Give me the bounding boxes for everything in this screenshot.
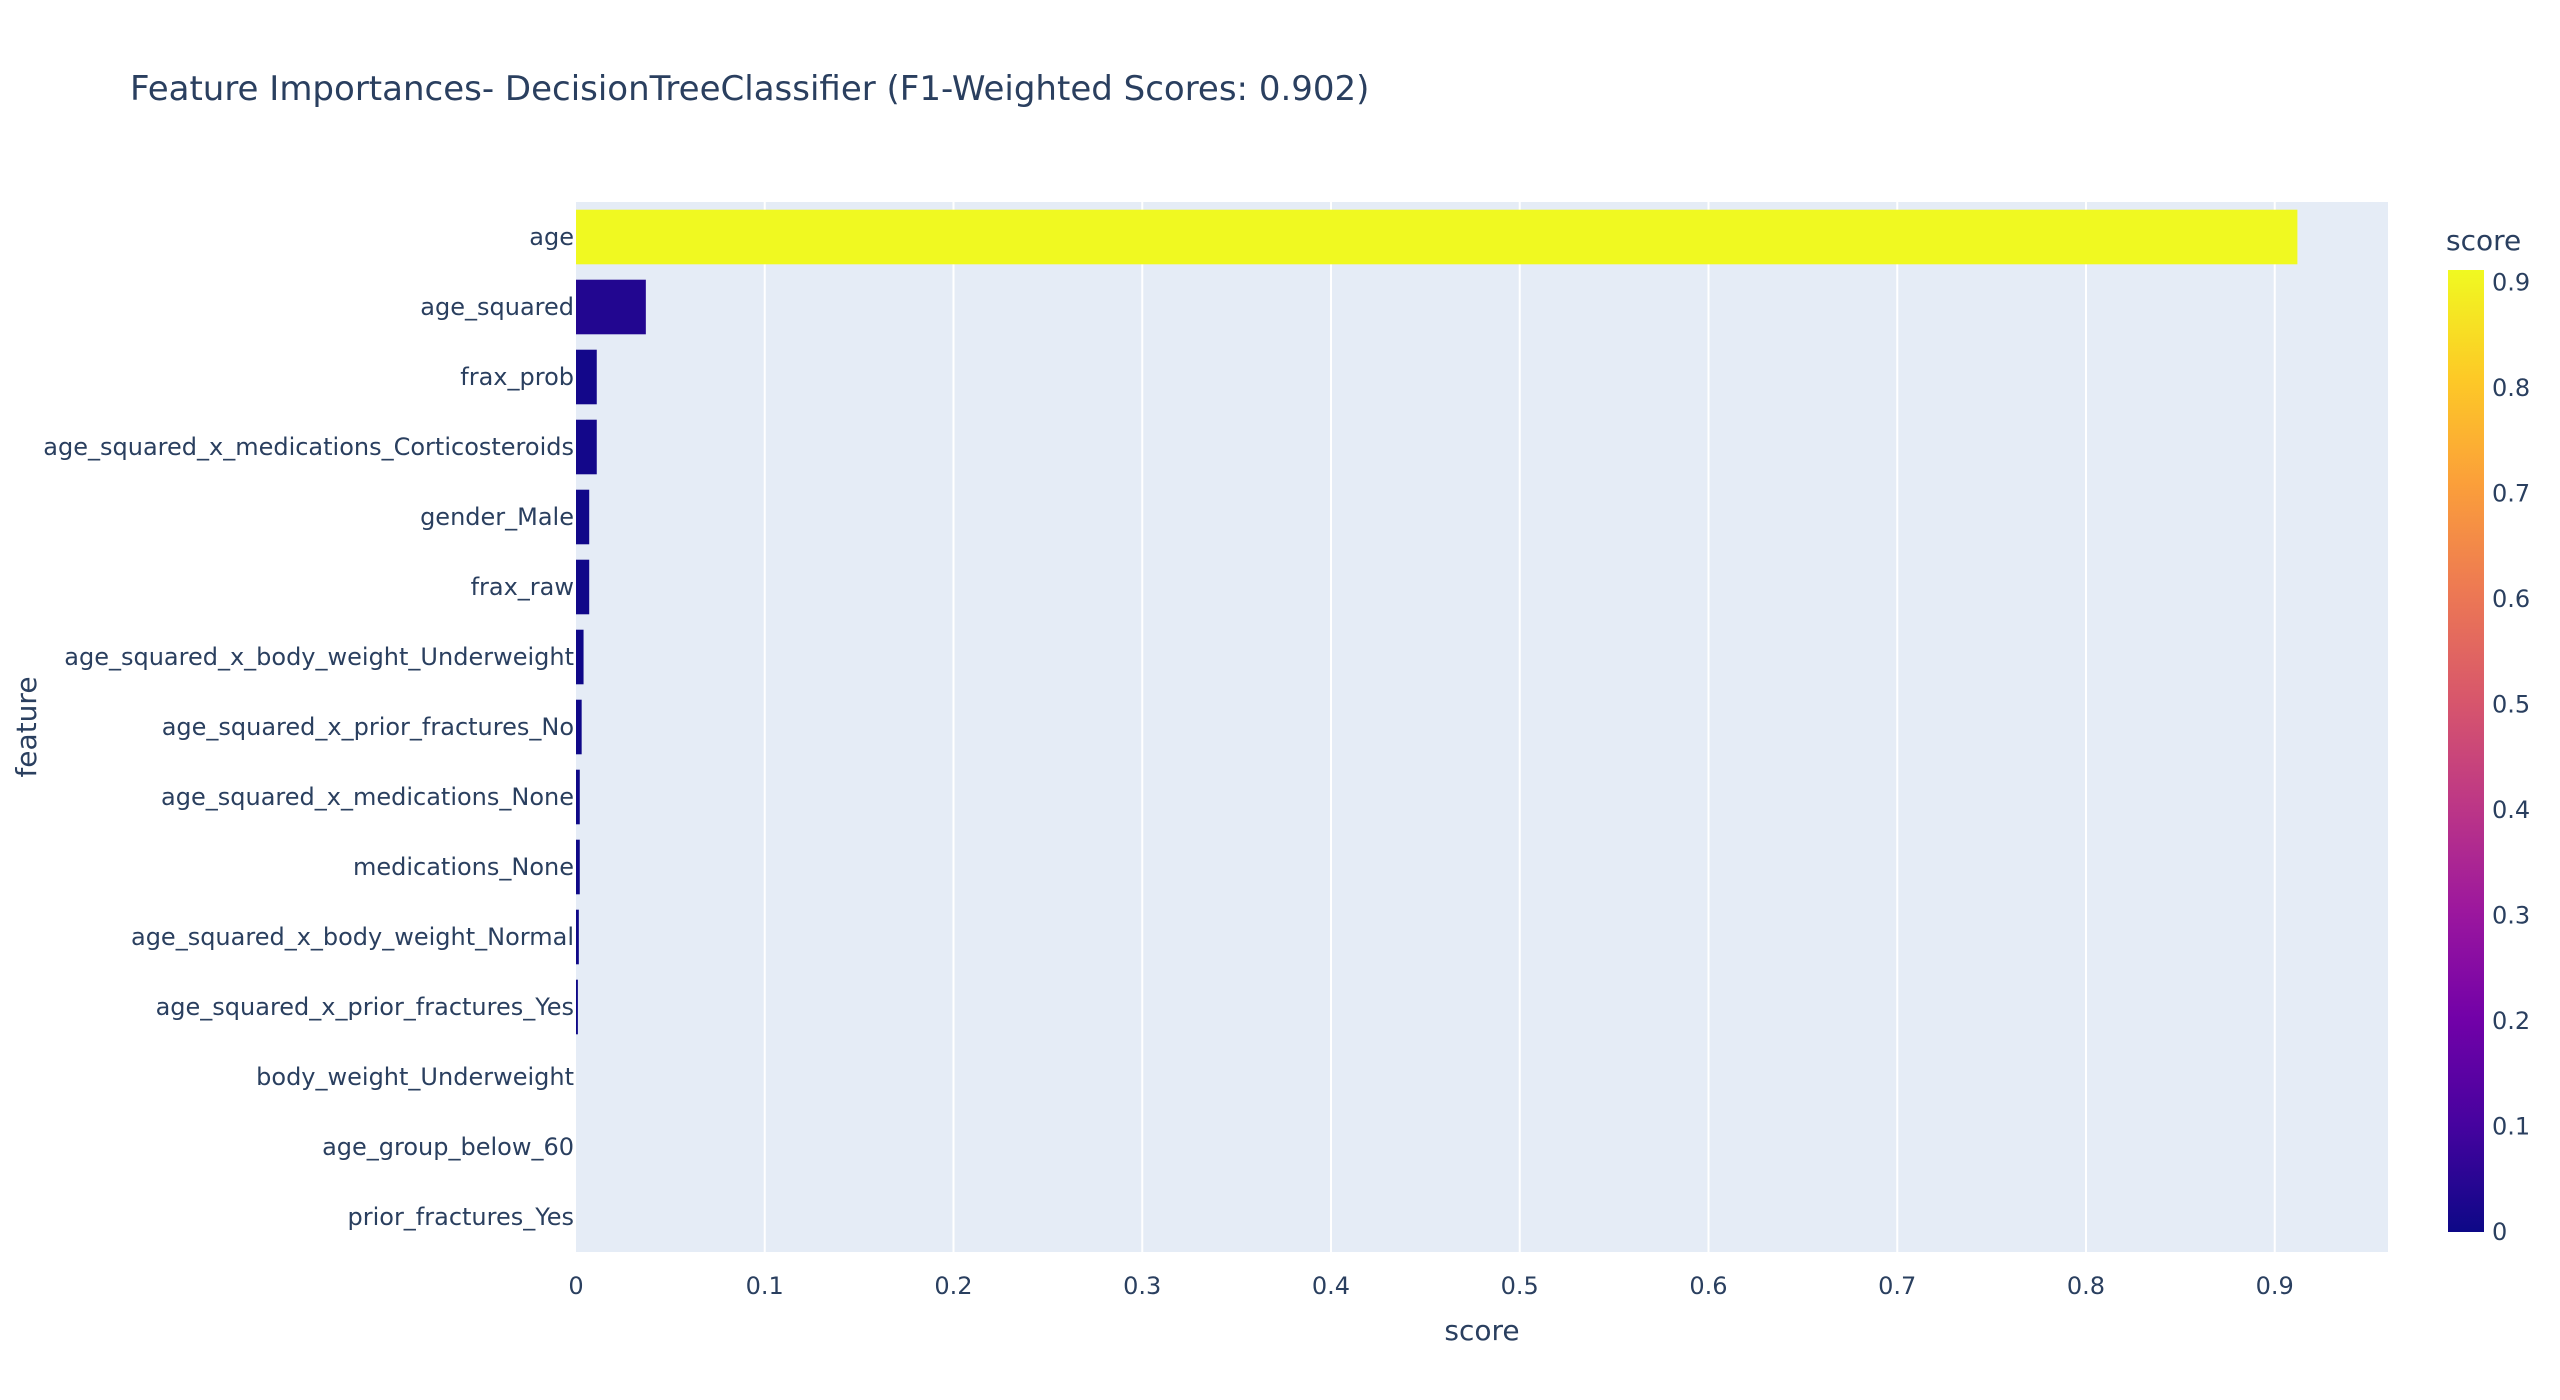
y-tick-label: body_weight_Underweight: [256, 1063, 574, 1091]
colorbar-tick-label: 0.9: [2492, 269, 2530, 297]
bar: [576, 909, 579, 965]
y-tick-label: gender_Male: [420, 503, 574, 531]
x-tick-label: 0.7: [1878, 1272, 1916, 1300]
colorbar-tick-labels: 0 0.1 0.2 0.3 0.4 0.5 0.6 0.7 0.8 0.9: [2492, 269, 2530, 1246]
bar: [576, 279, 646, 335]
bar: [576, 209, 2298, 265]
y-tick-label: age: [529, 223, 574, 251]
colorbar-tick-label: 0.1: [2492, 1113, 2530, 1141]
colorbar-tick-label: 0.8: [2492, 374, 2530, 402]
x-tick-label: 0.2: [934, 1272, 972, 1300]
x-tick-label: 0.4: [1312, 1272, 1350, 1300]
bar: [576, 349, 597, 405]
bar: [576, 699, 582, 755]
x-tick-label: 0.1: [746, 1272, 784, 1300]
x-tick-label: 0.5: [1501, 1272, 1539, 1300]
y-tick-label: age_squared_x_prior_fractures_No: [162, 713, 574, 741]
bars: [576, 209, 2298, 1035]
y-tick-label: age_squared_x_body_weight_Underweight: [64, 643, 574, 671]
y-axis-title: feature: [10, 676, 43, 777]
y-tick-label: frax_prob: [460, 363, 574, 391]
y-tick-label: age_squared_x_medications_None: [161, 783, 574, 811]
bar: [576, 559, 590, 615]
bar: [576, 979, 578, 1035]
y-tick-label: age_squared: [420, 293, 574, 321]
colorbar-tick-label: 0.4: [2492, 796, 2530, 824]
colorbar-tick-label: 0.2: [2492, 1007, 2530, 1035]
y-tick-label: medications_None: [353, 853, 574, 881]
colorbar-title: score: [2446, 224, 2521, 257]
colorbar-tick-label: 0.6: [2492, 585, 2530, 613]
y-tick-label: age_squared_x_prior_fractures_Yes: [156, 993, 574, 1021]
x-axis-title: score: [1444, 1314, 1519, 1347]
gridlines: [763, 202, 2276, 1252]
colorbar-tick-label: 0: [2492, 1218, 2507, 1246]
y-axis-tick-labels: age age_squared frax_prob age_squared_x_med…: [43, 223, 574, 1231]
bar: [576, 419, 597, 475]
x-tick-label: 0.3: [1123, 1272, 1161, 1300]
x-tick-label: 0: [568, 1272, 583, 1300]
colorbar-tick-label: 0.7: [2492, 480, 2530, 508]
x-tick-label: 0.6: [1689, 1272, 1727, 1300]
colorbar-tick-label: 0.3: [2492, 902, 2530, 930]
y-tick-label: age_group_below_60: [322, 1133, 574, 1161]
bar: [576, 769, 580, 825]
x-axis-tick-labels: 0 0.1 0.2 0.3 0.4 0.5 0.6 0.7 0.8 0.9: [568, 1272, 2293, 1300]
y-tick-label: prior_fractures_Yes: [347, 1203, 574, 1231]
plot-area: [576, 202, 2388, 1252]
bar: [576, 489, 590, 545]
y-tick-label: age_squared_x_medications_Corticosteroid…: [43, 433, 574, 461]
chart-title: Feature Importances- DecisionTreeClassif…: [130, 69, 1369, 109]
x-tick-label: 0.9: [2256, 1272, 2294, 1300]
y-tick-label: age_squared_x_body_weight_Normal: [131, 923, 574, 951]
bar: [576, 629, 584, 685]
x-tick-label: 0.8: [2067, 1272, 2105, 1300]
colorbar-tick-label: 0.5: [2492, 691, 2530, 719]
bar: [576, 839, 580, 895]
colorbar: [2448, 270, 2484, 1232]
y-tick-label: frax_raw: [471, 573, 574, 601]
